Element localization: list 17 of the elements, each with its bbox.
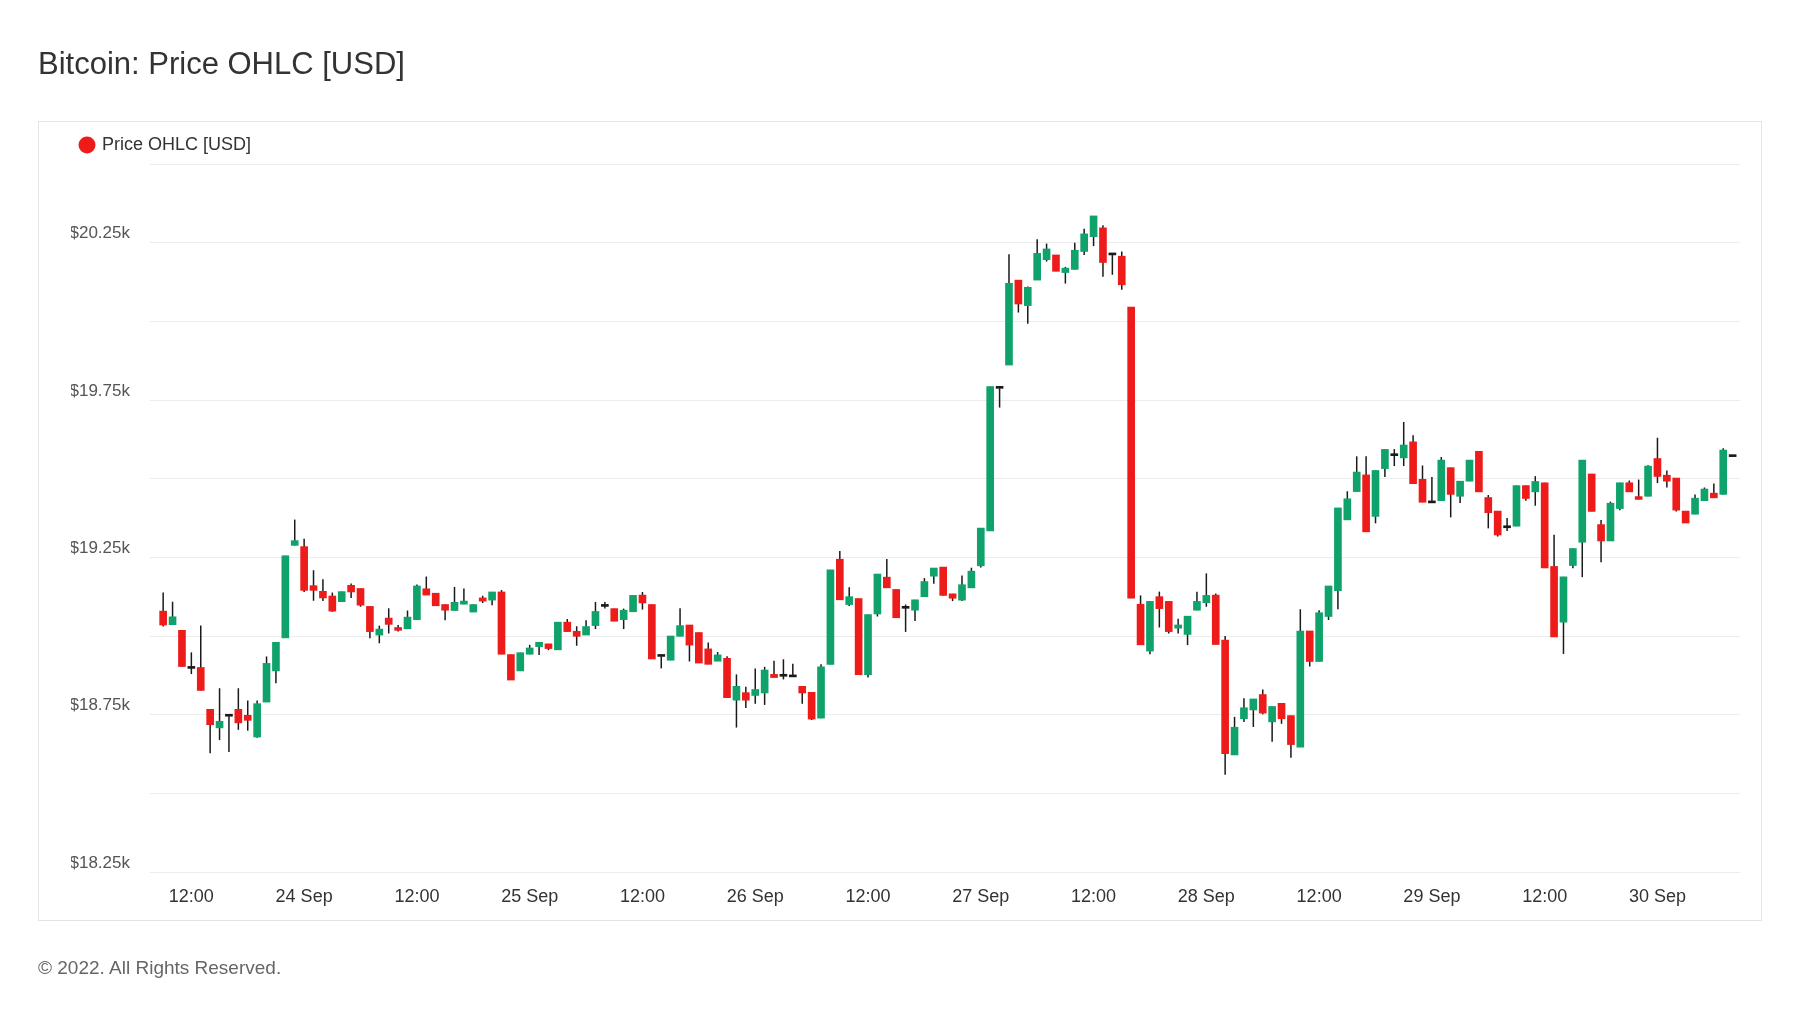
- x-tick-label: 12:00: [619, 885, 665, 906]
- x-tick-label: 24 Sep: [275, 885, 333, 906]
- x-tick-label: 12:00: [394, 885, 440, 906]
- x-tick-label: 12:00: [1296, 885, 1342, 906]
- chart-title: Bitcoin: Price OHLC [USD]: [38, 45, 405, 83]
- x-tick-label: 26 Sep: [726, 885, 784, 906]
- x-tick-label: 12:00: [1522, 885, 1568, 906]
- x-tick-label: 25 Sep: [501, 885, 559, 906]
- text: © 2022. All Rights Reserved.: [38, 956, 282, 980]
- x-tick-label: 12:00: [845, 885, 891, 906]
- x-tick-label: 28 Sep: [1177, 885, 1235, 906]
- x-tick-label: 12:00: [1071, 885, 1117, 906]
- x-tick-label: 30 Sep: [1628, 885, 1686, 906]
- x-tick-label: 27 Sep: [952, 885, 1010, 906]
- x-tick-label: 29 Sep: [1403, 885, 1461, 906]
- legend-label: Price OHLC [USD]: [102, 133, 252, 154]
- x-tick-label: 12:00: [168, 885, 214, 906]
